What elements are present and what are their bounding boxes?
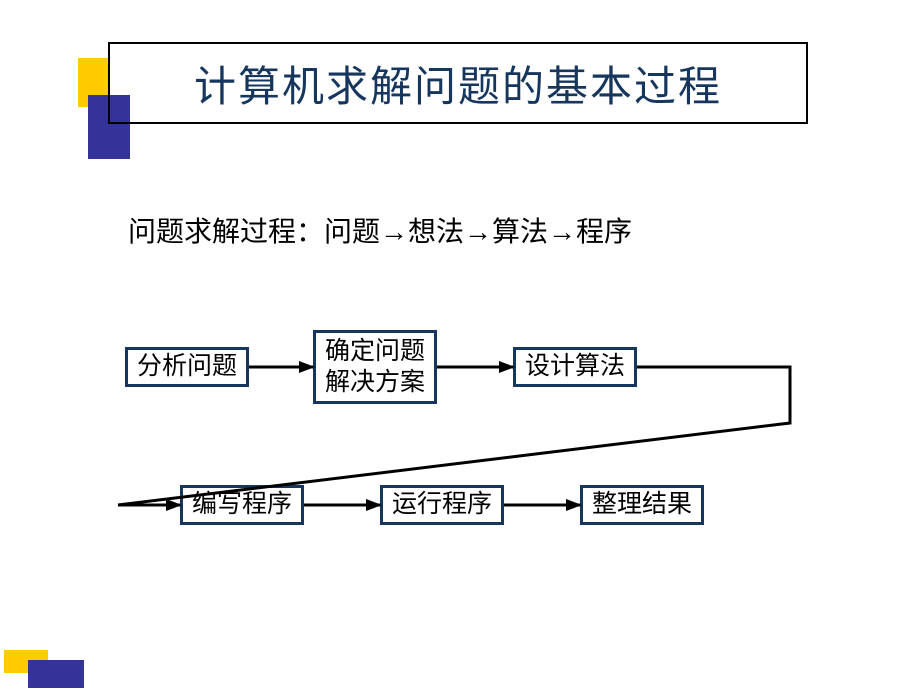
decor-blue-bottom [28,660,84,688]
flow-node-n1: 分析问题 [125,347,249,387]
flow-node-n4: 编写程序 [180,485,304,525]
flow-node-n3: 设计算法 [513,347,637,387]
subtitle: 问题求解过程：问题→想法→算法→程序 [128,210,632,250]
flow-node-n2: 确定问题 解决方案 [313,330,437,404]
flow-node-n5: 运行程序 [380,485,504,525]
slide: 计算机求解问题的基本过程 问题求解过程：问题→想法→算法→程序 分析问题 确定问题… [0,0,920,690]
page-title: 计算机求解问题的基本过程 [108,42,808,124]
flow-node-n6: 整理结果 [580,485,704,525]
